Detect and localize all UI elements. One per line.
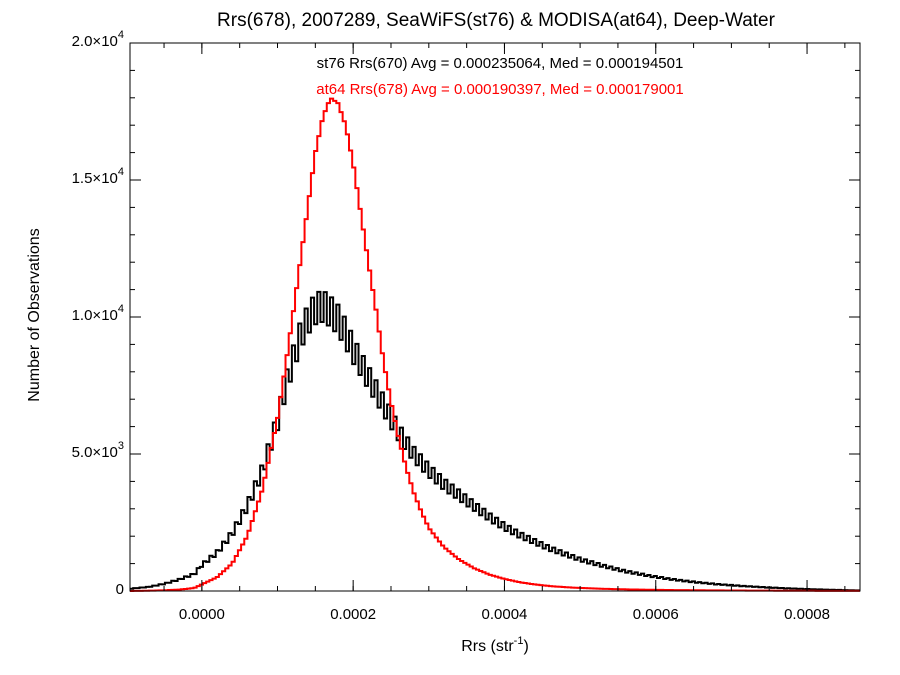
- chart-title: Rrs(678), 2007289, SeaWiFS(st76) & MODIS…: [217, 10, 776, 31]
- histogram-series-2: [130, 97, 860, 592]
- x-tick-label: 0.0002: [330, 606, 376, 623]
- x-axis-label: Rrs (str-1): [461, 635, 529, 655]
- legend-annotations: st76 Rrs(670) Avg = 0.000235064, Med = 0…: [316, 55, 684, 98]
- x-tick-label: 0.0004: [482, 606, 528, 623]
- y-tick-label: 0: [116, 581, 124, 598]
- y-tick-label: 1.5×104: [72, 166, 124, 187]
- y-tick-label: 1.0×104: [72, 303, 124, 324]
- x-tick-label: 0.0000: [179, 606, 225, 623]
- plot-frame: [129, 42, 861, 592]
- x-tick-label: 0.0006: [633, 606, 679, 623]
- y-tick-label: 2.0×104: [72, 29, 124, 50]
- histogram-series-1: [130, 290, 860, 592]
- annotation-2: at64 Rrs(678) Avg = 0.000190397, Med = 0…: [316, 81, 684, 98]
- x-tick-label: 0.0008: [784, 606, 830, 623]
- plot-marks: [130, 97, 860, 592]
- x-axis: 0.0000 0.0002 0.0004 0.0006 0.0008: [163, 43, 846, 623]
- y-tick-label: 5.0×103: [72, 440, 124, 461]
- y-axis: 0 5.0×103 1.0×104 1.5×104 2.0×104: [72, 29, 860, 598]
- annotation-1: st76 Rrs(670) Avg = 0.000235064, Med = 0…: [317, 55, 684, 72]
- y-axis-label: Number of Observations: [26, 228, 43, 401]
